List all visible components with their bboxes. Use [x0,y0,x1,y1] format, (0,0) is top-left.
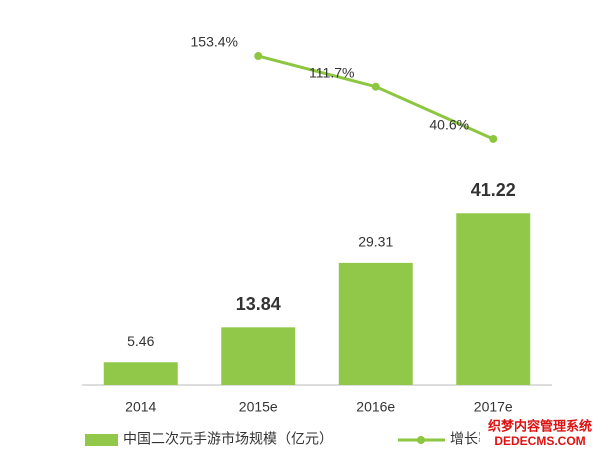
data-label: 153.4% [191,34,238,50]
bar [338,262,413,385]
line-point [489,134,498,143]
line-point [254,52,263,61]
data-label: 111.7% [309,64,354,80]
x-tick-label: 2017e [474,399,513,415]
bar [103,362,178,385]
legend-swatch [85,434,118,446]
x-tick-label: 2014 [125,399,156,415]
bar [456,213,531,385]
watermark-bg [480,418,600,454]
data-label: 13.84 [236,294,281,314]
legend-swatch [417,436,425,444]
x-tick-label: 2016e [356,399,395,415]
data-label: 5.46 [127,333,154,349]
x-tick-label: 2015e [239,399,278,415]
legend-label: 中国二次元手游市场规模（亿元） [123,431,333,447]
data-label: 41.22 [471,180,516,200]
watermark: DEDECMS.COM [494,434,585,448]
bar [221,327,296,385]
data-label: 29.31 [358,234,393,250]
data-label: 40.6% [429,117,469,133]
line-point [371,82,380,91]
watermark: 织梦内容管理系统 [488,418,592,433]
